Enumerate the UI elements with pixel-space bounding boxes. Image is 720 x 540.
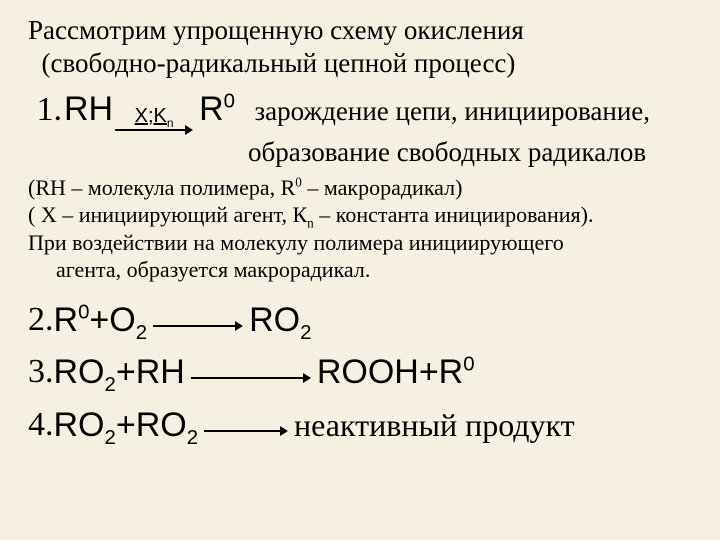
slide-page: Рассмотрим упрощенную схему окисления (с… bbox=[0, 0, 720, 540]
reaction-1: 1. RH X;Kn R0 зарождение цепи, иницииров… bbox=[28, 90, 700, 134]
note-1: (RH – молекула полимера, R0 – макрорадик… bbox=[28, 174, 700, 202]
eq4-arrow bbox=[204, 402, 288, 455]
eq2-arrow bbox=[153, 297, 243, 350]
equation-3: 3. RO2+RH ROOH+R0 bbox=[28, 346, 700, 399]
eq3-arrow bbox=[191, 349, 311, 402]
eq3-right: ROOH+R0 bbox=[317, 346, 475, 399]
equation-2: 2. R0+O2 RO2 bbox=[28, 294, 700, 347]
eq2-right: RO2 bbox=[249, 294, 311, 347]
eq3-num: 3. bbox=[28, 346, 54, 399]
note-2: ( Х – инициирующий агент, Кn – константа… bbox=[28, 201, 700, 229]
reaction-1-left: RH bbox=[64, 90, 113, 129]
eq2-num: 2. bbox=[28, 294, 54, 347]
equation-4: 4. RO2+RO2 неактивный продукт bbox=[28, 399, 700, 452]
equations-block: 2. R0+O2 RO2 3. RO2+RH bbox=[28, 294, 700, 452]
arrow-icon bbox=[115, 124, 193, 136]
eq4-product: неактивный продукт bbox=[294, 401, 575, 451]
notes-block: (RH – молекула полимера, R0 – макрорадик… bbox=[28, 174, 700, 284]
eq3-left: RO2+RH bbox=[54, 346, 185, 399]
reaction-1-right: R0 bbox=[199, 90, 235, 129]
eq4-num: 4. bbox=[28, 399, 54, 452]
reaction-1-num: 1. bbox=[28, 91, 62, 129]
reaction-1-desc2: образование свободных радикалов bbox=[248, 136, 700, 170]
header: Рассмотрим упрощенную схему окисления (с… bbox=[28, 14, 700, 80]
arrow-icon bbox=[191, 371, 311, 385]
reaction-1-arrow: X;Kn bbox=[115, 106, 193, 136]
note-3: При воздействии на молекулу полимера ини… bbox=[28, 229, 700, 257]
header-line2: (свободно-радикальный цепной процесс) bbox=[42, 48, 516, 78]
eq2-left: R0+O2 bbox=[54, 294, 148, 347]
reaction-1-arrow-label: X;Kn bbox=[135, 106, 174, 126]
arrow-icon bbox=[204, 424, 288, 438]
arrow-icon bbox=[153, 319, 243, 333]
reaction-1-block: 1. RH X;Kn R0 зарождение цепи, иницииров… bbox=[28, 90, 700, 170]
header-line1: Рассмотрим упрощенную схему окисления bbox=[28, 15, 524, 45]
reaction-1-desc1: зарождение цепи, инициирование, bbox=[235, 95, 650, 129]
note-3b: агента, образуется макрорадикал. bbox=[28, 256, 700, 284]
eq4-left: RO2+RO2 bbox=[54, 399, 199, 452]
